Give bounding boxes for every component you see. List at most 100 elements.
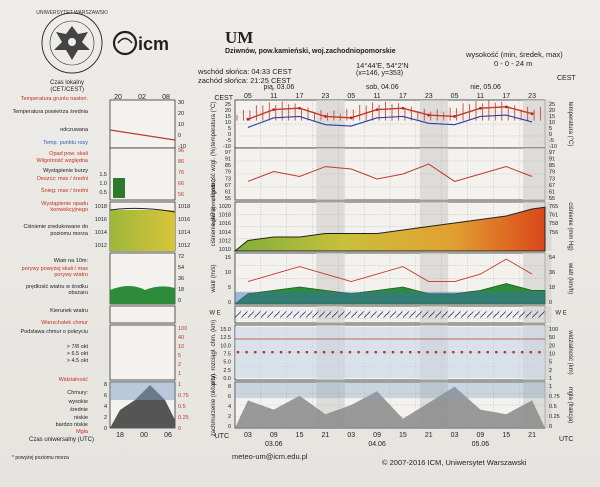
temp-point	[427, 113, 431, 117]
temp-point	[272, 108, 276, 111]
gust-line	[247, 258, 533, 283]
tick-right-wilgotnosc: 85	[549, 163, 555, 169]
legend-pok1: > 7/8 okt	[66, 344, 88, 350]
tick-right-temperatura: 5	[549, 126, 552, 132]
cloud-base-mark	[529, 351, 532, 354]
tick-left-wilgotnosc: 79	[225, 170, 231, 176]
axis-label-cisnienie: ciśnienie (hPa)	[211, 207, 217, 247]
tick-left-zachmurzenie: 0	[228, 424, 231, 430]
left-tick-cisn: 1012	[178, 243, 190, 249]
cloud-base-mark	[486, 351, 489, 354]
tick-right-chmury: 10	[549, 352, 555, 358]
left-panel-hum	[109, 147, 176, 201]
tick-right-temperatura: 10	[549, 120, 555, 126]
tick-right-chmury: 20	[549, 343, 555, 349]
cloud-base-mark	[469, 351, 472, 354]
left-tick-zachm: 6	[104, 393, 107, 399]
cloud-base-mark	[434, 351, 438, 354]
tick-left-temperatura: 25	[225, 102, 231, 108]
left-tick-opad: 76	[178, 170, 184, 176]
city-code: UM	[225, 28, 254, 47]
wind-arrow	[344, 311, 352, 318]
wind-arrow	[493, 311, 500, 318]
utc-label-left: UTC	[215, 433, 229, 440]
tick-right-chmury: 2	[549, 368, 552, 374]
wind-arrow	[389, 311, 397, 318]
tick-right-wilgotnosc: 73	[549, 176, 555, 182]
cloud-base-mark	[417, 351, 421, 354]
cloud-base-mark	[374, 351, 377, 354]
axis-label-kierunek: W E	[209, 311, 220, 317]
left-tick-opad: 86	[178, 159, 184, 165]
temp-point	[401, 106, 405, 110]
temp-point	[453, 115, 456, 118]
heights-values: 0 - 0 - 24 m	[494, 59, 533, 68]
wind-arrow	[486, 311, 494, 318]
left-tick-wiatr: 0	[178, 298, 181, 304]
wind-arrow	[254, 311, 261, 318]
wind-arrow	[434, 311, 442, 318]
left-tick-chmury: 5	[178, 353, 181, 359]
tick-right-zachmurzenie: 0.5	[549, 404, 557, 410]
cloud-base-mark	[426, 351, 429, 354]
left-tick-temp: -10	[178, 144, 186, 150]
legend-wierzcholek: Wierzchołek chmur	[41, 320, 88, 326]
cloud-base-mark	[477, 351, 481, 354]
legend-opad: Opad pow. skali	[49, 151, 88, 157]
left-tick-zachm-r: 0.75	[178, 393, 189, 399]
legend-wilgotnosc: Wilgotność względna	[36, 158, 88, 164]
cest-hour: 11	[270, 93, 277, 100]
wind-arrow	[467, 311, 474, 318]
tick-left-temperatura: 15	[225, 114, 231, 120]
utc-hour: 03	[244, 432, 252, 439]
wind-arrow	[357, 311, 364, 318]
cloud-base-mark	[443, 351, 446, 354]
cloud-bg	[235, 327, 545, 378]
axis-label-wilgotnosc: wilgotność wzgl. (%)	[211, 147, 217, 202]
wind-arrow	[286, 311, 293, 318]
cest-hour: 05	[244, 93, 252, 100]
cest-label-top: CEST	[214, 95, 233, 102]
temp-point	[349, 116, 353, 120]
wind-arrow	[305, 311, 313, 318]
tick-right-chmury: 100	[549, 327, 558, 333]
left-tick-wiatr: 72	[178, 254, 184, 260]
left-utc-hour: 00	[140, 432, 148, 439]
cloud-base-mark	[305, 351, 309, 354]
left-tick-chmury: 10	[178, 344, 184, 350]
tick-left-wilgotnosc: 91	[225, 157, 231, 163]
tick-right-wilgotnosc: 79	[549, 170, 555, 176]
tick-left-wiatr: 15	[225, 255, 231, 261]
temp-point	[246, 117, 250, 121]
cest-hour: 05	[451, 93, 459, 100]
wind-arrow	[299, 311, 306, 318]
legend-widzialnosc: Widzialność	[58, 377, 88, 383]
temp-series-line	[247, 106, 533, 120]
utc-date: 03.06	[265, 441, 283, 448]
tick-left-wiatr: 10	[225, 270, 231, 276]
tick-right-temperatura: 15	[549, 114, 555, 120]
tick-right-temperatura: 20	[549, 108, 555, 114]
tick-left-cisnienie: 1018	[219, 213, 231, 219]
night-band	[523, 306, 552, 323]
wind-arrow	[376, 311, 384, 318]
left-tick-opad: 56	[178, 192, 184, 198]
left-tick-cisn-l: 1012	[95, 243, 107, 249]
temp-point	[298, 106, 301, 110]
tick-right-cisnienie: 761	[549, 213, 558, 219]
left-tick-cisn-l: 1016	[95, 217, 107, 223]
left-tick-temp: 20	[178, 111, 184, 117]
axis-label-right-temp: temperatura (°C)	[567, 102, 573, 147]
axis-label-right-kierunek: W E	[555, 311, 566, 317]
legend-temperatura: Temperatura powietrza średnia	[12, 109, 88, 115]
high-cloud-band	[235, 382, 545, 399]
legend-wiatr: Wiatr na 10m:	[53, 258, 88, 264]
legend-kierunek: Kierunek wiatru	[50, 308, 88, 314]
left-tick-zachm-r: 0	[178, 426, 181, 432]
tick-left-temperatura: -10	[223, 144, 231, 150]
wind-arrow	[267, 311, 274, 318]
left-tick-zachm-r: 1	[178, 382, 181, 388]
wind-arrow	[338, 311, 345, 318]
legend-punkt-rosy: Temp. punktu rosy	[43, 140, 88, 146]
